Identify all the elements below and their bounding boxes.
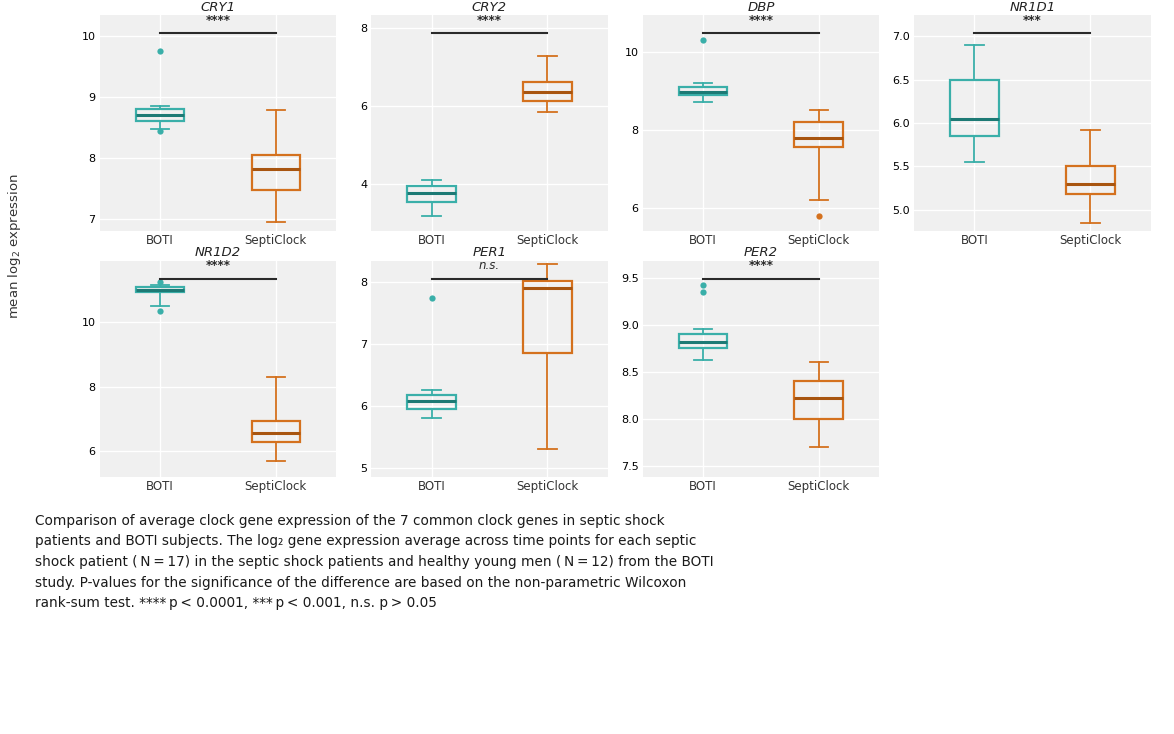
Bar xyxy=(407,395,456,409)
Title: CRY1: CRY1 xyxy=(201,1,236,13)
Bar xyxy=(251,155,301,189)
Title: PER1: PER1 xyxy=(472,247,506,259)
Text: ****: **** xyxy=(205,14,230,26)
Bar xyxy=(407,186,456,202)
Bar xyxy=(1066,167,1114,194)
Text: mean log$_2$ expression: mean log$_2$ expression xyxy=(6,173,22,319)
Bar xyxy=(950,80,999,136)
Bar xyxy=(679,334,728,348)
Text: ****: **** xyxy=(748,14,774,26)
Text: n.s.: n.s. xyxy=(479,260,500,272)
Title: NR1D2: NR1D2 xyxy=(195,247,241,259)
Text: ***: *** xyxy=(1023,14,1041,26)
Bar xyxy=(795,122,843,148)
Text: Comparison of average clock gene expression of the 7 common clock genes in septi: Comparison of average clock gene express… xyxy=(35,514,714,610)
Text: ****: **** xyxy=(748,260,774,272)
Bar xyxy=(795,381,843,418)
Bar xyxy=(251,421,301,442)
Title: CRY2: CRY2 xyxy=(472,1,507,13)
Title: DBP: DBP xyxy=(747,1,775,13)
Text: ****: **** xyxy=(205,260,230,272)
Title: NR1D1: NR1D1 xyxy=(1010,1,1055,13)
Text: ****: **** xyxy=(477,14,502,26)
Bar xyxy=(522,82,572,101)
Bar xyxy=(522,281,572,353)
Bar xyxy=(679,87,728,95)
Title: PER2: PER2 xyxy=(744,247,778,259)
Bar xyxy=(136,109,184,121)
Bar xyxy=(136,287,184,292)
